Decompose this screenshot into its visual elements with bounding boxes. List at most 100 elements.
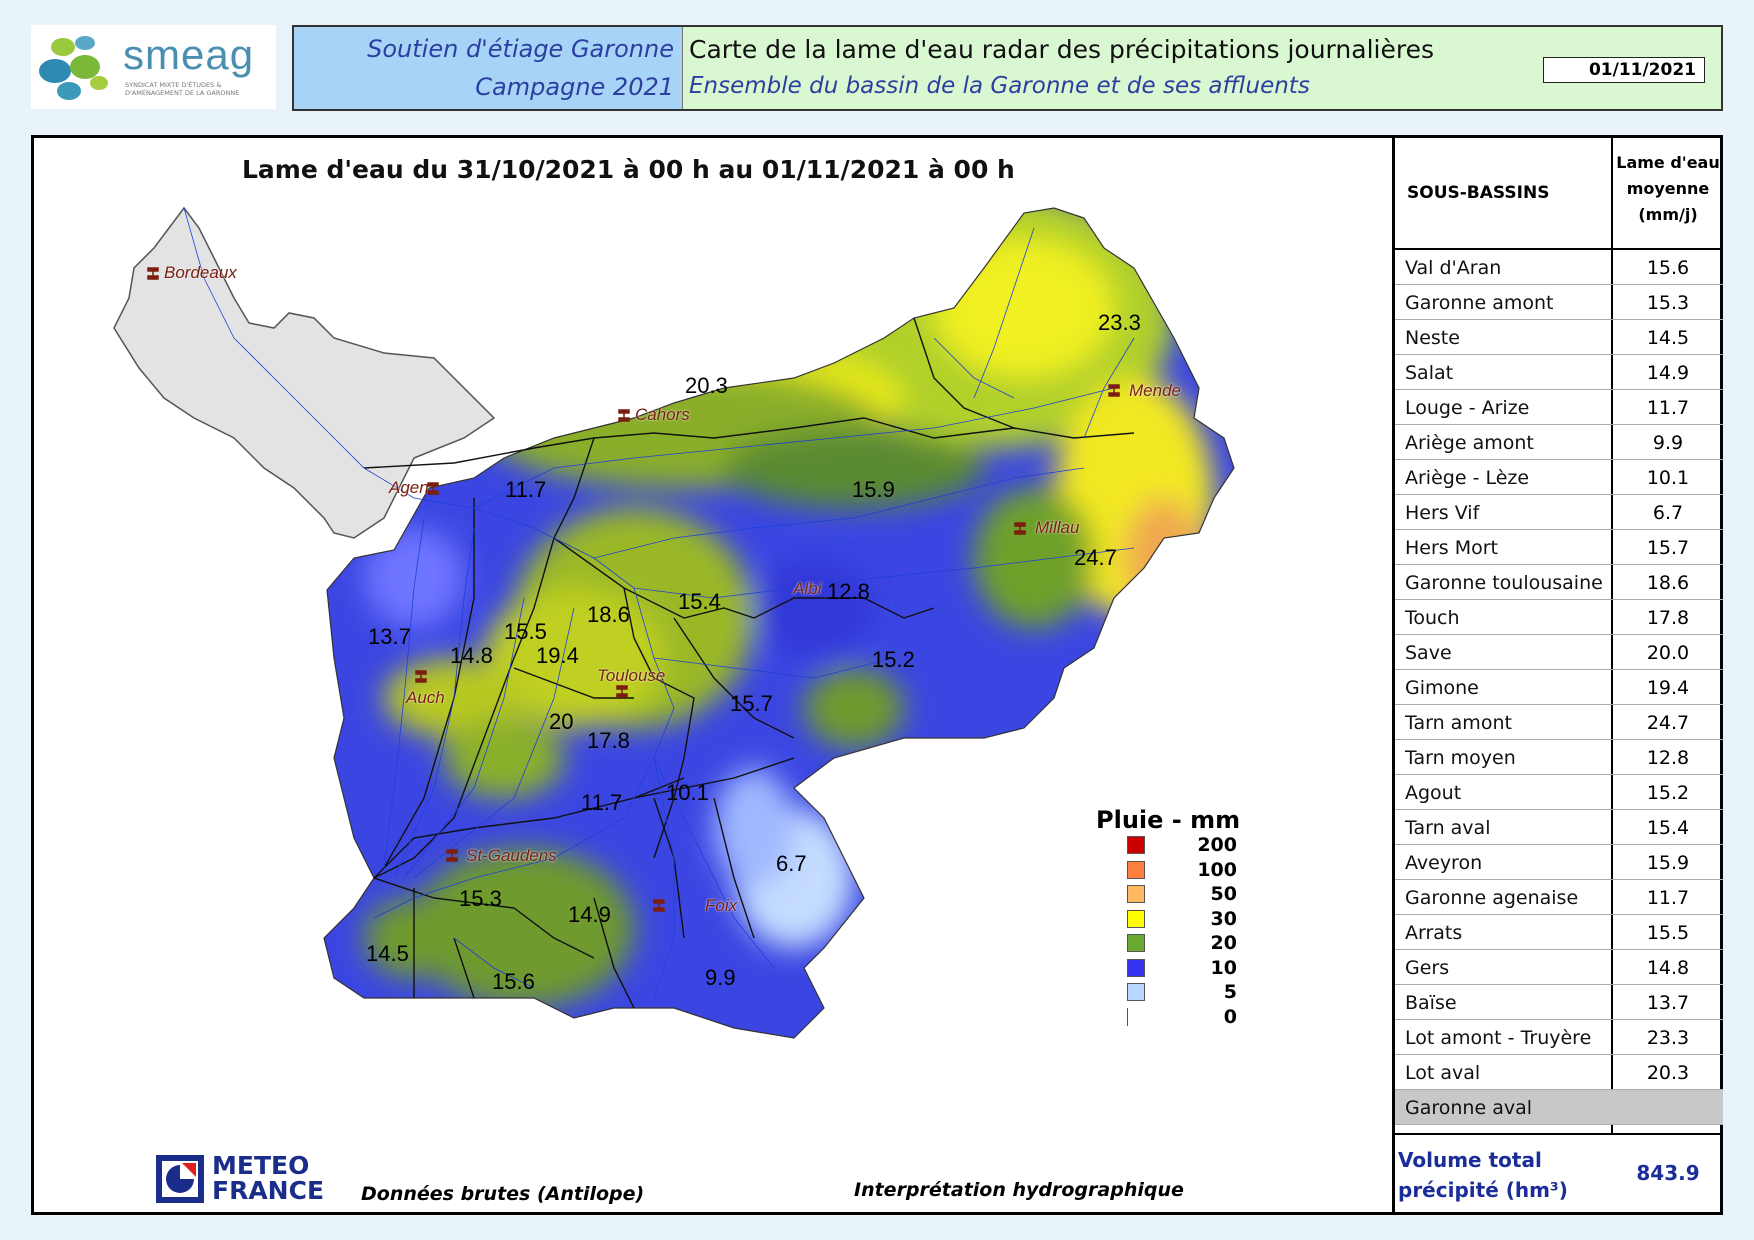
legend-item: 5	[1127, 981, 1237, 1003]
header-title: Carte de la lame d'eau radar des précipi…	[689, 35, 1434, 64]
subbasin-name: Hers Mort	[1405, 537, 1499, 559]
map-value: 13.7	[368, 624, 411, 649]
map-value: 11.7	[505, 477, 547, 502]
meteo-france-logo: METEO FRANCE	[156, 1153, 326, 1207]
meteo-france-icon	[156, 1155, 204, 1203]
city-albi: Albi	[793, 579, 822, 598]
table-row: Arrats 15.5	[1395, 915, 1723, 950]
logo-subtitle: SYNDICAT MIXTE D'ÉTUDES & D'AMÉNAGEMENT …	[125, 81, 240, 97]
subbasin-value: 10.1	[1646, 467, 1690, 489]
subbasin-name: Ariège - Lèze	[1405, 467, 1530, 489]
legend-swatch	[1127, 909, 1145, 928]
map-value: 9.9	[705, 965, 736, 990]
interpretation-note: Interprétation hydrographique	[854, 1179, 1184, 1201]
map-value: 15.3	[459, 886, 502, 911]
map-value: 15.5	[504, 619, 547, 644]
map-value: 17.8	[587, 728, 630, 753]
table-row: Lot aval 20.3	[1395, 1055, 1723, 1090]
city-cahors: Cahors	[635, 405, 690, 424]
legend-item: 0	[1127, 1006, 1237, 1028]
map-value: 15.7	[730, 691, 773, 716]
subbasin-name: Baïse	[1405, 992, 1457, 1014]
legend-swatch	[1127, 983, 1145, 1001]
subbasin-name: Touch	[1405, 607, 1460, 629]
subbasin-value: 15.6	[1646, 257, 1690, 279]
table-row: Val d'Aran 15.6	[1395, 250, 1723, 285]
header-banner: Soutien d'étiage Garonne Campagne 2021 C…	[292, 25, 1723, 111]
table-row: Touch 17.8	[1395, 600, 1723, 635]
column-divider	[1611, 138, 1613, 1133]
header-subtitle: Ensemble du bassin de la Garonne et de s…	[689, 73, 1310, 99]
total-label-l2: précipité (hm³)	[1398, 1178, 1568, 1202]
subbasin-value: 15.2	[1646, 782, 1690, 804]
subbasin-name: Lot aval	[1405, 1062, 1481, 1084]
legend-label: 100	[1197, 858, 1237, 881]
map-title: Lame d'eau du 31/10/2021 à 00 h au 01/11…	[242, 155, 1015, 184]
subbasin-name: Hers Vif	[1405, 502, 1480, 524]
table-row: Garonne toulousaine 18.6	[1395, 565, 1723, 600]
map-value: 12.8	[827, 579, 870, 604]
total-label-l1: Volume total	[1398, 1148, 1542, 1172]
table-row: Gimone 19.4	[1395, 670, 1723, 705]
map-value: 20.3	[685, 373, 728, 398]
subbasin-value: 20.0	[1646, 642, 1690, 664]
subbasin-name: Salat	[1405, 362, 1454, 384]
table-row: Neste 14.5	[1395, 320, 1723, 355]
header-titles: Carte de la lame d'eau radar des précipi…	[683, 27, 1721, 109]
table-header-value-l2: moyenne	[1626, 179, 1710, 198]
table-row: Ariège - Lèze 10.1	[1395, 460, 1723, 495]
city-mende: Mende	[1129, 381, 1181, 400]
subbasin-value: 18.6	[1646, 572, 1690, 594]
subbasin-name: Save	[1405, 642, 1452, 664]
table-row: Gers 14.8	[1395, 950, 1723, 985]
map-value: 14.8	[450, 643, 493, 668]
total-label: Volume total précipité (hm³)	[1398, 1145, 1568, 1205]
legend-label: 5	[1223, 981, 1237, 1003]
table-header-name: SOUS-BASSINS	[1407, 183, 1550, 203]
table-row: Hers Mort 15.7	[1395, 530, 1723, 565]
header-campaign-line2: Campagne 2021	[475, 73, 674, 101]
subbasin-name: Neste	[1405, 327, 1460, 349]
subbasin-name: Garonne agenaise	[1405, 887, 1579, 909]
subbasin-value: 17.8	[1646, 607, 1690, 629]
legend-item: 100	[1127, 859, 1237, 881]
legend-label: 0	[1223, 1005, 1237, 1028]
legend-swatch	[1127, 885, 1145, 903]
map-value: 14.9	[568, 902, 611, 927]
city-auch: Auch	[406, 688, 445, 707]
map-value: 24.7	[1074, 545, 1117, 570]
subbasin-name: Tarn moyen	[1405, 747, 1516, 769]
subbasin-value: 23.3	[1646, 1027, 1690, 1049]
subbasin-name: Tarn amont	[1405, 712, 1512, 734]
subbasin-name: Garonne amont	[1405, 292, 1554, 314]
river-network	[183, 207, 1135, 999]
table-row: Garonne amont 15.3	[1395, 285, 1723, 320]
subbasin-value: 15.5	[1646, 922, 1690, 944]
map-value: 23.3	[1098, 310, 1141, 335]
city-st-gaudens: St-Gaudens	[466, 846, 557, 865]
table-row: Baïse 13.7	[1395, 985, 1723, 1020]
data-source: Données brutes (Antilope)	[361, 1183, 645, 1205]
table-row: Garonne agenaise 11.7	[1395, 880, 1723, 915]
subbasin-name: Garonne aval	[1405, 1097, 1533, 1119]
subbasin-value: 20.3	[1646, 1062, 1690, 1084]
map-value: 10.1	[666, 780, 709, 805]
legend-title: Pluie - mm	[1096, 806, 1241, 834]
map-value: 6.7	[776, 851, 807, 876]
table-row: Salat 14.9	[1395, 355, 1723, 390]
legend-swatch	[1127, 1007, 1128, 1026]
subbasin-name: Aveyron	[1405, 852, 1483, 874]
legend-label: 20	[1210, 932, 1237, 954]
table-row: Tarn amont 24.7	[1395, 705, 1723, 740]
city-toulouse: Toulouse	[597, 666, 666, 685]
subbasin-name: Arrats	[1405, 922, 1463, 944]
subbasin-table: SOUS-BASSINS Lame d'eau moyenne (mm/j) V…	[1392, 138, 1723, 1212]
smeag-logo: smeag SYNDICAT MIXTE D'ÉTUDES & D'AMÉNAG…	[31, 25, 276, 109]
logo-name: smeag	[123, 31, 255, 78]
main-panel: Lame d'eau du 31/10/2021 à 00 h au 01/11…	[31, 135, 1723, 1215]
header-campaign-line1: Soutien d'étiage Garonne	[367, 35, 674, 63]
logo-mark-icon	[39, 36, 108, 100]
city-agen: Agen	[389, 478, 429, 497]
subbasin-value: 15.4	[1646, 817, 1690, 839]
subbasin-name: Tarn aval	[1405, 817, 1491, 839]
